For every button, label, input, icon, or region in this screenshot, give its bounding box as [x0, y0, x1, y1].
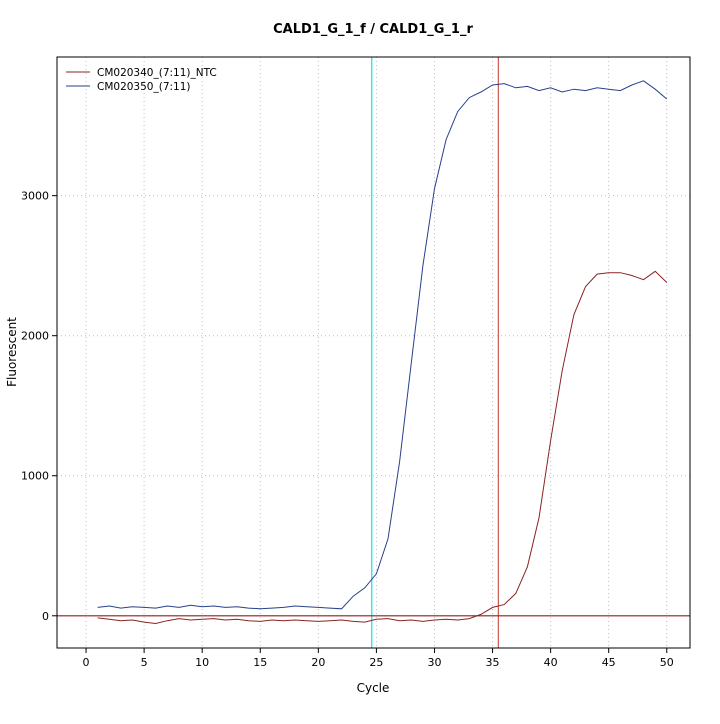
- x-tick-label: 15: [253, 656, 267, 669]
- x-tick-label: 5: [141, 656, 148, 669]
- x-tick-label: 30: [427, 656, 441, 669]
- series-line-0: [97, 270, 668, 625]
- y-tick-label: 2000: [21, 330, 49, 343]
- y-tick-label: 1000: [21, 470, 49, 483]
- legend-label-ntc: CM020340_(7:11)_NTC: [97, 67, 217, 79]
- y-tick-label: 3000: [21, 190, 49, 203]
- series-line-1: [97, 80, 668, 610]
- x-tick-label: 0: [83, 656, 90, 669]
- x-tick-label: 10: [195, 656, 209, 669]
- x-tick-label: 25: [369, 656, 383, 669]
- x-tick-label: 20: [311, 656, 325, 669]
- plot-layer: 0 5 10 15 20 25 30 35 40 45 50 0 1000 2000 3000: [21, 56, 691, 669]
- legend-label-sample: CM020350_(7:11): [97, 81, 191, 93]
- x-tick-label: 50: [660, 656, 674, 669]
- chart-title: CALD1_G_1_f / CALD1_G_1_r: [273, 22, 473, 37]
- legend: CM020340_(7:11)_NTC CM020350_(7:11): [66, 67, 217, 93]
- plot-border: [56, 56, 691, 649]
- x-tick-label: 45: [602, 656, 616, 669]
- y-tick-label: 0: [42, 610, 49, 623]
- y-axis-label: Fluorescent: [5, 317, 19, 387]
- x-tick-label: 35: [486, 656, 500, 669]
- x-axis-label: Cycle: [357, 681, 390, 695]
- x-tick-label: 40: [544, 656, 558, 669]
